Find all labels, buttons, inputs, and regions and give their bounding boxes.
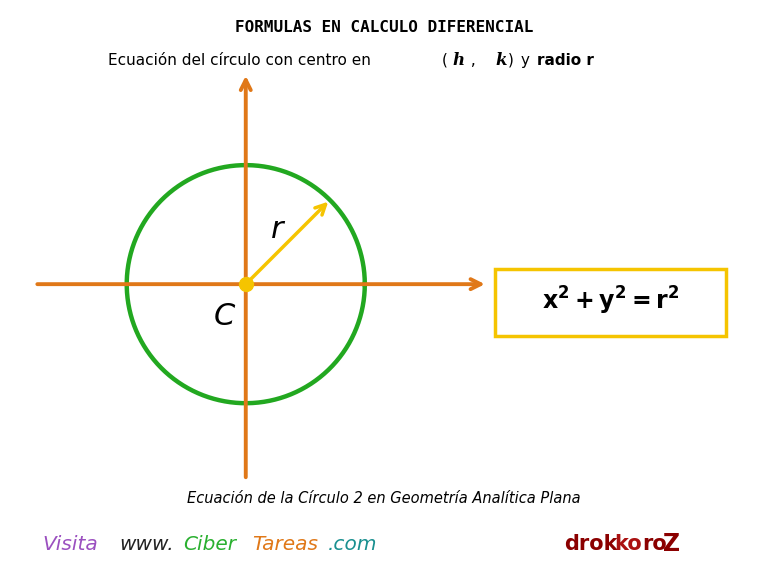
Text: ko: ko	[614, 535, 642, 554]
Text: k: k	[495, 52, 507, 69]
Text: Visita: Visita	[42, 535, 98, 554]
Text: www.: www.	[119, 535, 174, 554]
Text: $\it{r}$: $\it{r}$	[270, 215, 286, 244]
FancyBboxPatch shape	[495, 268, 726, 336]
Text: h: h	[452, 52, 465, 69]
Text: drok: drok	[564, 535, 618, 554]
Text: $\it{C}$: $\it{C}$	[213, 302, 236, 331]
Text: y: y	[516, 53, 535, 68]
Text: FORMULAS EN CALCULO DIFERENCIAL: FORMULAS EN CALCULO DIFERENCIAL	[235, 20, 533, 35]
Text: ,: ,	[466, 53, 485, 68]
Text: $\mathbf{x^2 + y^2 = r^2}$: $\mathbf{x^2 + y^2 = r^2}$	[542, 285, 679, 317]
Text: .com: .com	[328, 535, 377, 554]
Text: Ecuación de la Círculo 2 en Geometría Analítica Plana: Ecuación de la Círculo 2 en Geometría An…	[187, 491, 581, 506]
Text: (: (	[442, 53, 448, 68]
Text: ro: ro	[642, 535, 667, 554]
Text: Ciber: Ciber	[183, 535, 236, 554]
Text: ): )	[508, 53, 514, 68]
Text: radio r: radio r	[537, 53, 594, 68]
Text: Z: Z	[663, 532, 680, 556]
Text: Tareas: Tareas	[252, 535, 318, 554]
Text: Ecuación del círculo con centro en: Ecuación del círculo con centro en	[108, 53, 380, 68]
